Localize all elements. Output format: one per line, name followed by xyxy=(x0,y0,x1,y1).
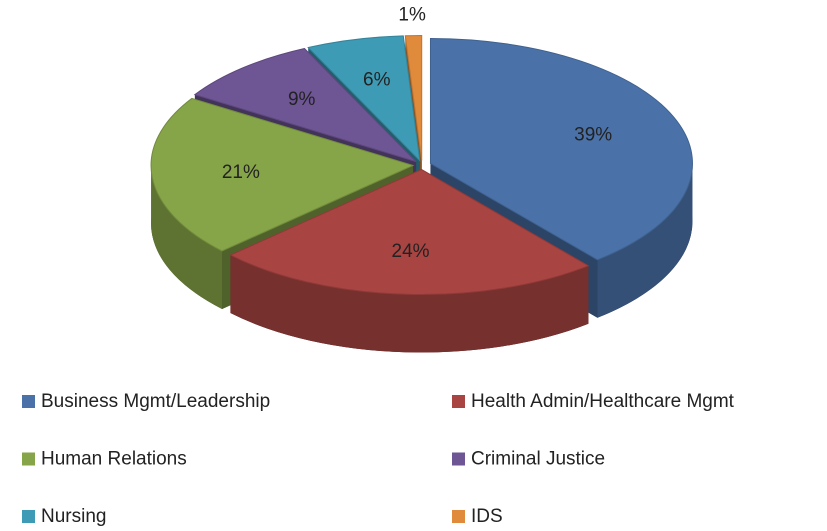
data-label: 6% xyxy=(363,70,391,91)
legend-label: Nursing xyxy=(41,506,106,527)
data-label: 24% xyxy=(392,241,430,262)
legend-swatch xyxy=(452,452,465,466)
legend-swatch xyxy=(22,452,35,466)
data-label: 1% xyxy=(398,5,426,26)
legend-swatch xyxy=(22,395,35,408)
legend-swatch xyxy=(22,510,35,523)
data-label: 39% xyxy=(574,125,612,146)
slice-top xyxy=(307,35,421,163)
legend-label: IDS xyxy=(471,506,503,527)
legend-swatch xyxy=(452,395,465,408)
data-label: 9% xyxy=(288,89,316,110)
data-label: 21% xyxy=(222,162,260,183)
legend-label: Criminal Justice xyxy=(471,449,605,470)
slice-top xyxy=(429,37,693,261)
slice-top xyxy=(229,168,590,295)
legend-label: Human Relations xyxy=(41,449,187,470)
slice-top xyxy=(193,47,417,163)
slice-top xyxy=(150,97,415,252)
pie-slice xyxy=(229,168,590,353)
slice-top xyxy=(404,35,423,161)
legend-swatch xyxy=(452,510,465,523)
legend-label: Health Admin/Healthcare Mgmt xyxy=(471,391,735,412)
slice-side xyxy=(230,255,589,353)
slice-side xyxy=(151,165,223,309)
legend-label: Business Mgmt/Leadership xyxy=(41,391,270,412)
slice-side xyxy=(597,163,693,318)
